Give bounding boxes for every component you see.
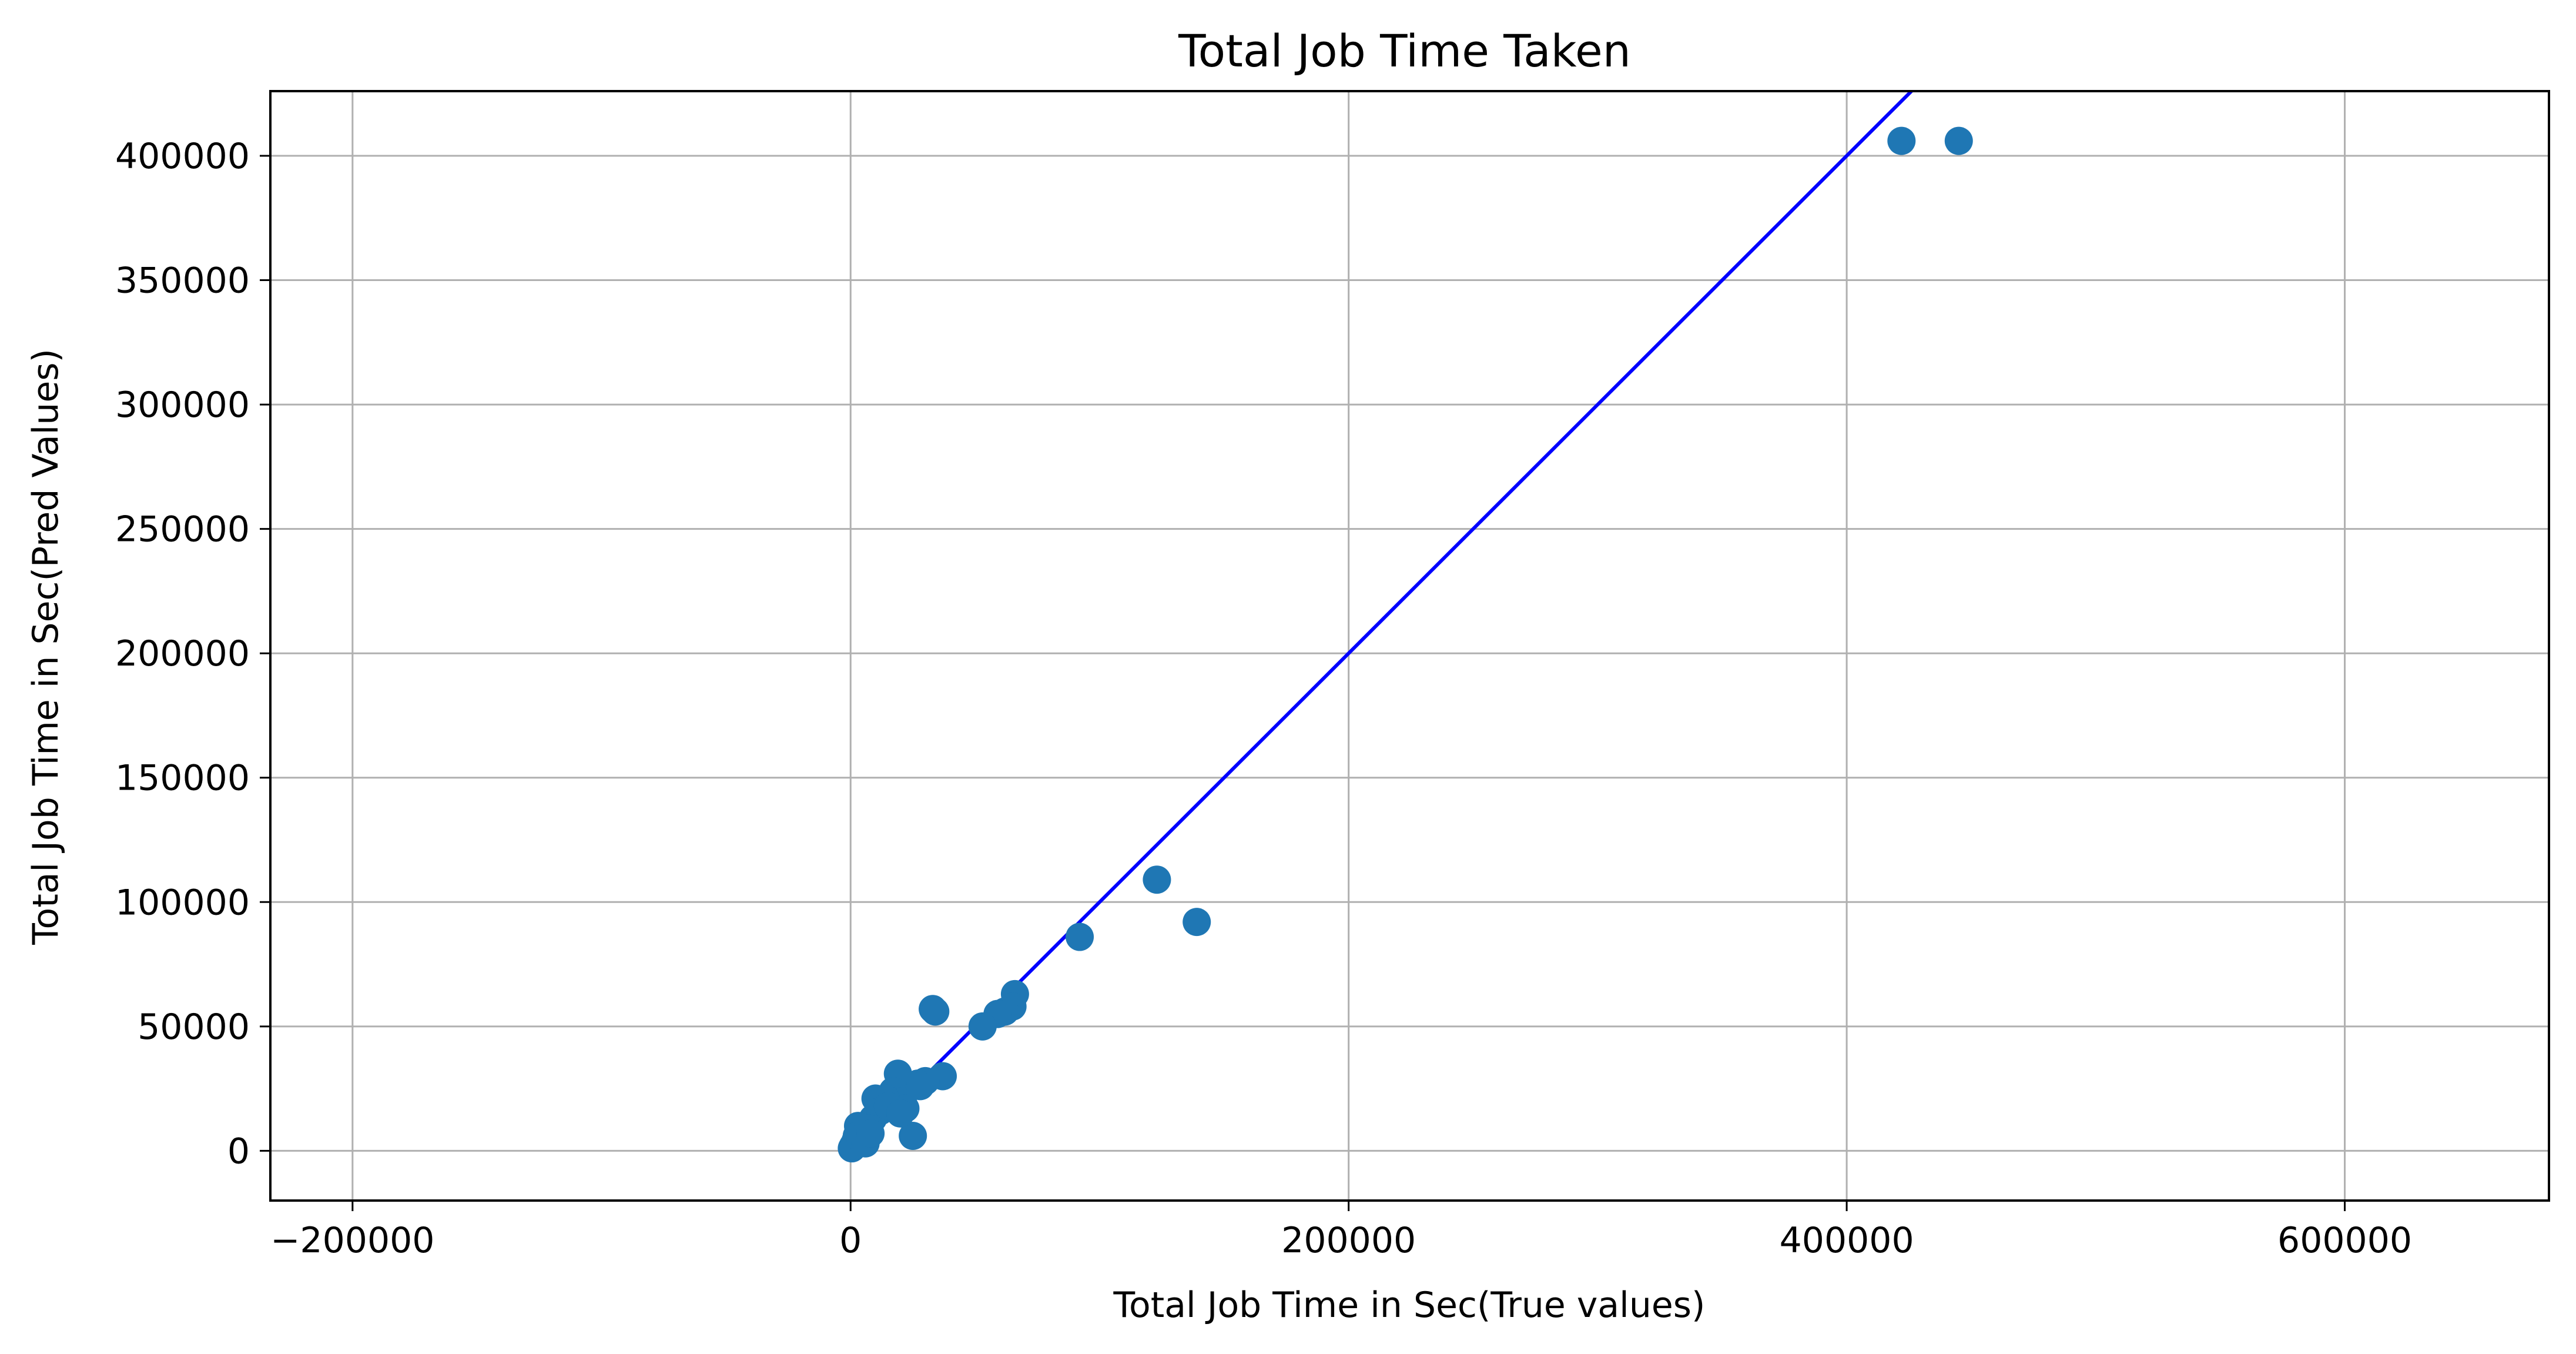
- data-point: [921, 997, 950, 1026]
- data-point: [968, 1012, 997, 1041]
- data-point: [1143, 865, 1171, 894]
- x-tick-label: 600000: [2277, 1220, 2412, 1261]
- reference-line-group: [849, 89, 1913, 1152]
- plot-frame: [269, 90, 2550, 1202]
- y-tick-label: 100000: [115, 882, 250, 923]
- data-point: [1183, 908, 1211, 937]
- y-tick-label: 150000: [115, 758, 250, 799]
- data-point: [899, 1121, 927, 1150]
- x-tick-label: −200000: [270, 1220, 434, 1261]
- data-point: [856, 1119, 885, 1148]
- data-point: [906, 1072, 934, 1101]
- y-tick-label: 350000: [115, 260, 250, 302]
- x-axis-label: Total Job Time in Sec(True values): [1113, 1285, 1706, 1326]
- y-tick-label: 250000: [115, 509, 250, 550]
- data-point: [1066, 922, 1094, 951]
- y-axis-label: Total Job Time in Sec(Pred Values): [25, 349, 66, 945]
- y-tick-label: 200000: [115, 633, 250, 674]
- y-tick-label: 0: [227, 1131, 250, 1172]
- data-points: [838, 126, 1973, 1163]
- x-axis-ticks: −200000 0 200000 400000 600000: [270, 1201, 2412, 1261]
- grid: [270, 91, 2549, 1201]
- y-axis-ticks: 0 50000 100000 150000 200000 250000 300000 3500…: [115, 136, 270, 1172]
- x-tick-label: 200000: [1281, 1220, 1416, 1261]
- chart-title: Total Job Time Taken: [1178, 25, 1631, 77]
- x-tick-label: 400000: [1780, 1220, 1914, 1261]
- y-tick-label: 400000: [115, 136, 250, 177]
- data-point: [1887, 126, 1916, 155]
- y-tick-label: 300000: [115, 385, 250, 426]
- reference-line: [849, 89, 1913, 1152]
- data-point: [1944, 126, 1973, 155]
- x-tick-label: 0: [839, 1220, 862, 1261]
- y-tick-label: 50000: [138, 1007, 250, 1048]
- data-point: [886, 1099, 915, 1128]
